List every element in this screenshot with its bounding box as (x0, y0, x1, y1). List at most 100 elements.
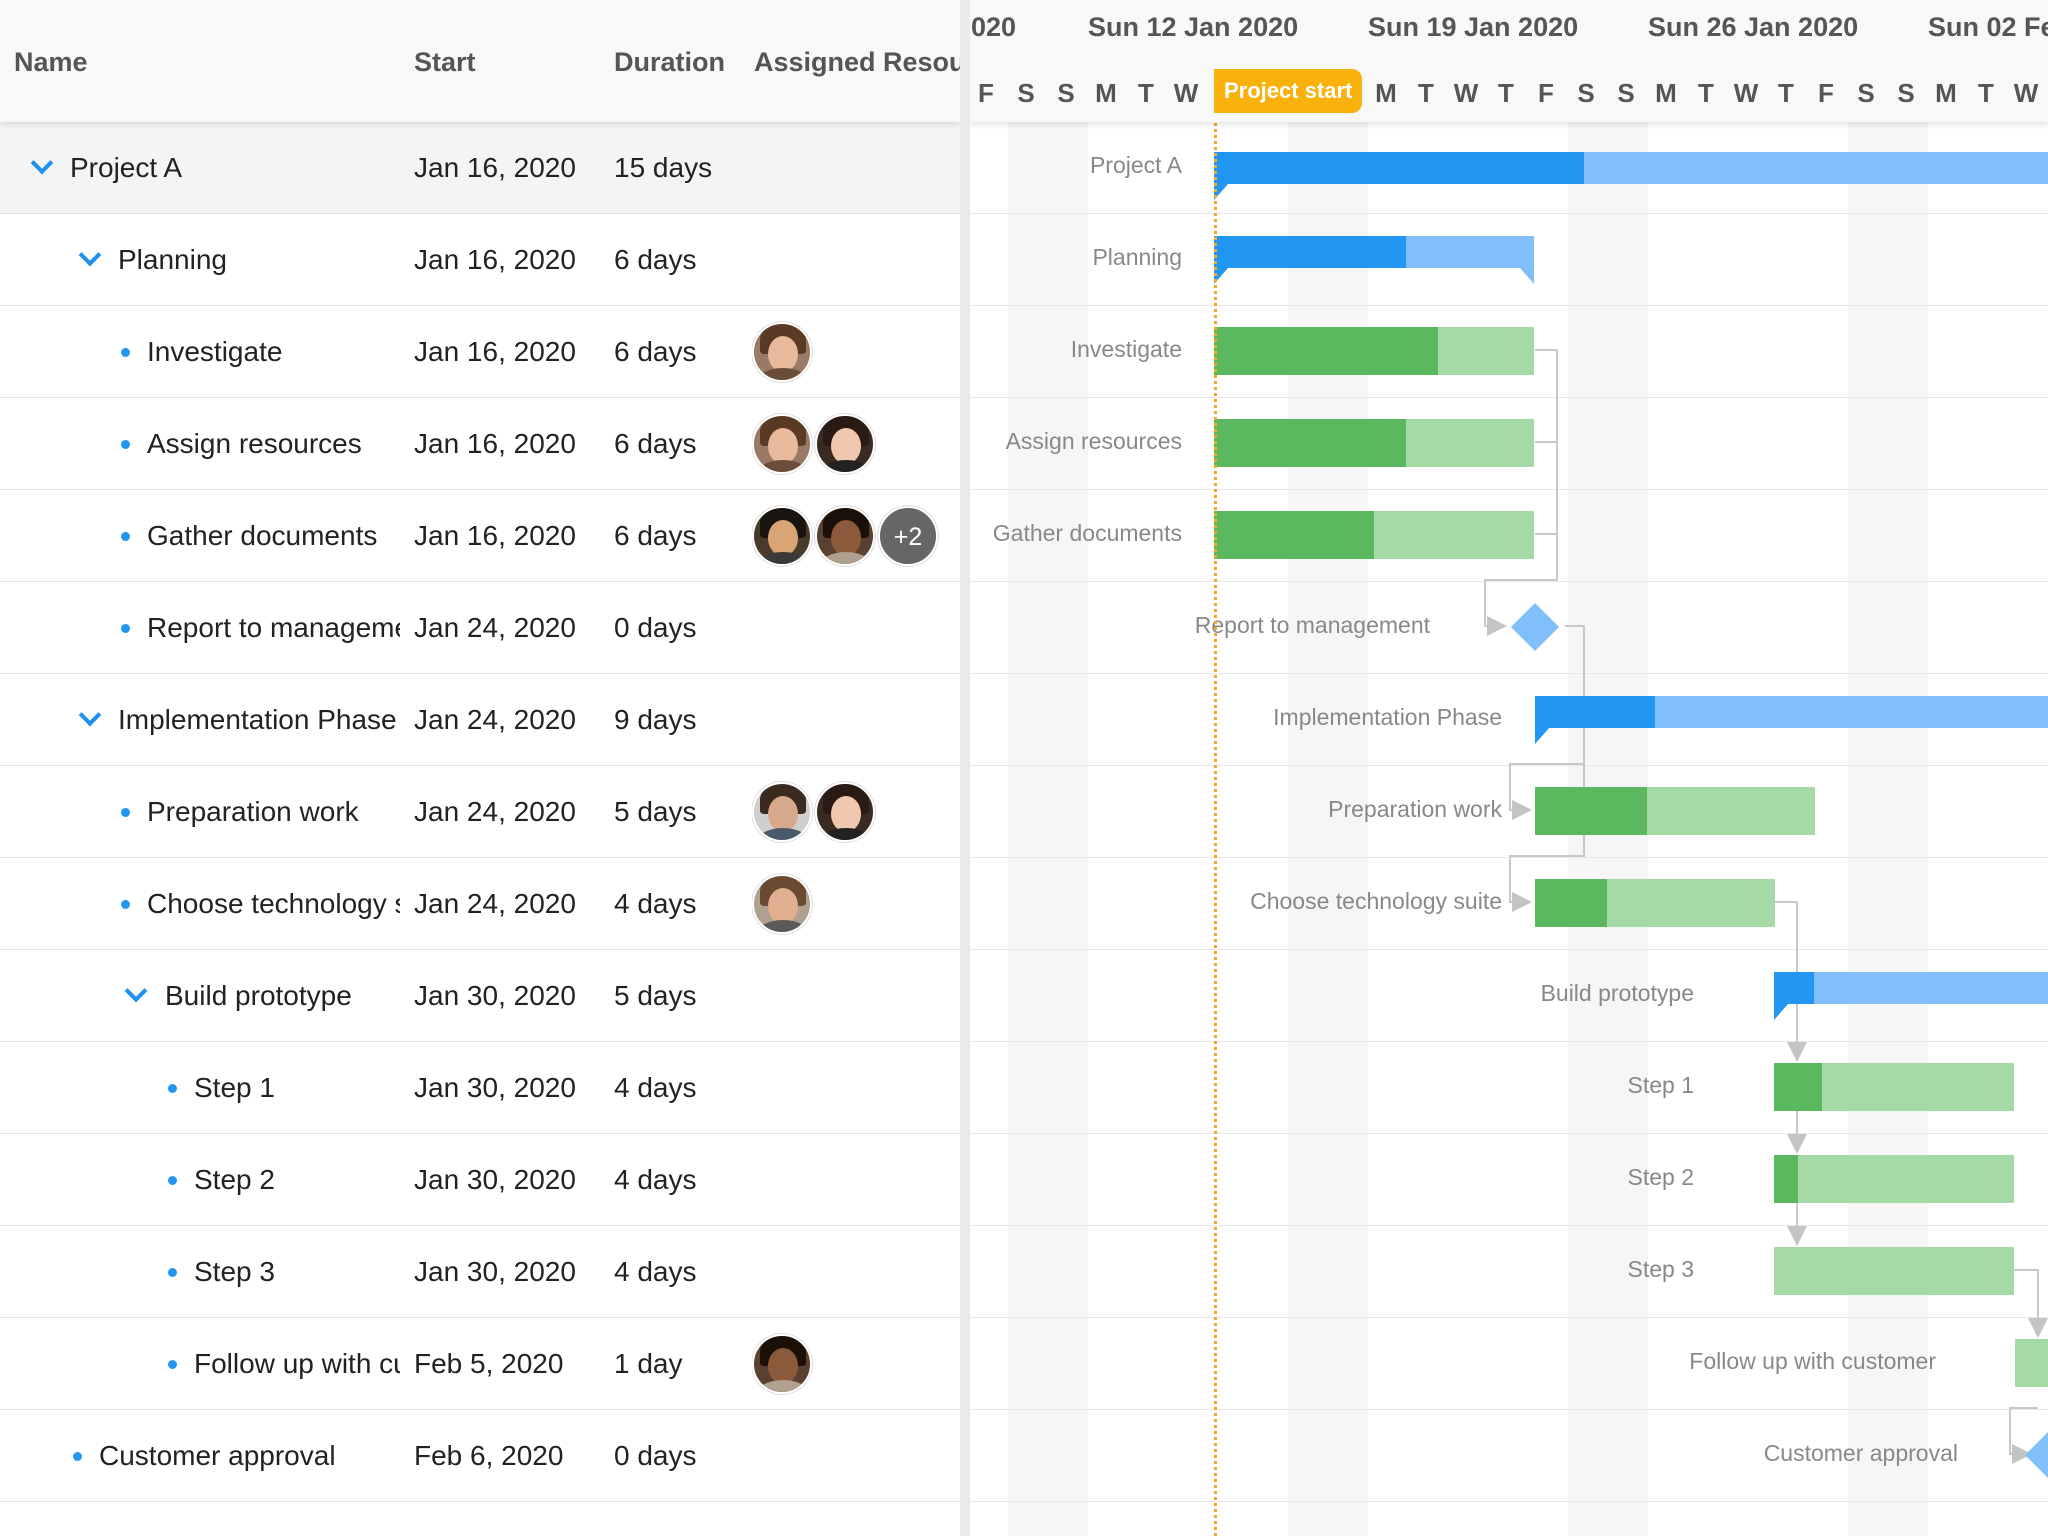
summary-bar-build-prototype[interactable] (1774, 972, 2048, 1020)
bullet-icon (168, 1360, 177, 1369)
milestone-report-to-management[interactable] (1510, 602, 1560, 652)
task-name: Build prototype (165, 980, 352, 1011)
start-cell: Jan 16, 2020 (414, 520, 576, 551)
bullet-icon (168, 1176, 177, 1185)
splitter-handle[interactable] (960, 0, 970, 1536)
task-bar-preparation-work[interactable] (1535, 787, 1815, 835)
task-name: Choose technology suite (147, 888, 400, 919)
task-row-report-to-management[interactable]: Report to management Jan 24, 2020 0 days (0, 582, 960, 674)
duration-cell: 4 days (614, 1164, 697, 1195)
task-row-build-prototype[interactable]: Build prototype Jan 30, 2020 5 days (0, 950, 960, 1042)
task-row-customer-approval[interactable]: Customer approval Feb 6, 2020 0 days (0, 1410, 960, 1502)
day-letter: S (1897, 78, 1915, 108)
task-row-project-a[interactable]: Project A Jan 16, 2020 15 days (0, 122, 960, 214)
resources-cell: +2 (752, 490, 957, 581)
summary-bar-planning[interactable] (1214, 236, 1534, 284)
summary-bar-project-a[interactable] (1214, 152, 2048, 200)
bar-label: Step 3 (1627, 1256, 1695, 1282)
bullet-icon (121, 624, 130, 633)
duration-cell: 4 days (614, 1072, 697, 1103)
start-cell: Jan 24, 2020 (414, 704, 576, 735)
task-name: Planning (118, 244, 227, 275)
task-name: Preparation work (147, 796, 359, 827)
task-row-step-3[interactable]: Step 3 Jan 30, 2020 4 days (0, 1226, 960, 1318)
day-letter: T (1698, 78, 1714, 108)
task-row-step-1[interactable]: Step 1 Jan 30, 2020 4 days (0, 1042, 960, 1134)
weekend-column (1008, 122, 1088, 1536)
duration-cell: 15 days (614, 152, 713, 183)
bullet-icon (121, 440, 130, 449)
name-cell: Implementation Phase (0, 674, 400, 765)
day-letter: M (1655, 78, 1677, 108)
name-cell: Choose technology suite (0, 858, 400, 949)
start-cell: Jan 24, 2020 (414, 796, 576, 827)
chevron-down-icon[interactable] (30, 151, 54, 175)
name-cell: Assign resources (0, 398, 400, 489)
task-row-step-2[interactable]: Step 2 Jan 30, 2020 4 days (0, 1134, 960, 1226)
avatar[interactable] (752, 506, 812, 566)
bar-label: Customer approval (1763, 1440, 1958, 1466)
task-bar-follow-up-with-customer[interactable] (2015, 1339, 2048, 1387)
task-bar-step-1[interactable] (1774, 1063, 2014, 1111)
task-bar-step-2[interactable] (1774, 1155, 2014, 1203)
start-cell: Feb 6, 2020 (414, 1440, 564, 1471)
task-row-implementation-phase[interactable]: Implementation Phase Jan 24, 2020 9 days (0, 674, 960, 766)
task-bar-gather-documents[interactable] (1214, 511, 1534, 559)
duration-cell: 6 days (614, 428, 697, 459)
duration-cell: 4 days (614, 1256, 697, 1287)
summary-bar-implementation-phase[interactable] (1535, 696, 2048, 744)
task-name: Assign resources (147, 428, 362, 459)
bar-label: Preparation work (1328, 796, 1502, 822)
avatar[interactable] (815, 414, 875, 474)
day-letter: T (1498, 78, 1514, 108)
avatar[interactable] (752, 782, 812, 842)
avatar[interactable] (815, 506, 875, 566)
day-letter: T (1418, 78, 1434, 108)
avatar[interactable] (752, 874, 812, 934)
task-row-preparation-work[interactable]: Preparation work Jan 24, 2020 5 days (0, 766, 960, 858)
task-row-choose-technology-suite[interactable]: Choose technology suite Jan 24, 2020 4 d… (0, 858, 960, 950)
day-letter: M (1095, 78, 1117, 108)
start-cell: Jan 30, 2020 (414, 1072, 576, 1103)
name-cell: Preparation work (0, 766, 400, 857)
bullet-icon (121, 900, 130, 909)
avatar[interactable] (752, 322, 812, 382)
column-header-name[interactable]: Name (14, 47, 88, 77)
avatar[interactable] (752, 1334, 812, 1394)
row-line (970, 213, 2048, 214)
avatar[interactable] (752, 414, 812, 474)
column-header-start[interactable]: Start (414, 47, 476, 77)
start-cell: Jan 16, 2020 (414, 336, 576, 367)
resources-cell (752, 766, 957, 857)
project-start-flag[interactable]: Project start (1214, 69, 1363, 113)
task-row-planning[interactable]: Planning Jan 16, 2020 6 days (0, 214, 960, 306)
day-letter: W (1453, 78, 1479, 108)
task-bar-choose-technology-suite[interactable] (1535, 879, 1775, 927)
duration-cell: 4 days (614, 888, 697, 919)
name-cell: Gather documents (0, 490, 400, 581)
task-bar-investigate[interactable] (1214, 327, 1534, 375)
column-header-duration[interactable]: Duration (614, 47, 725, 77)
weekend-column (1848, 122, 1928, 1536)
milestone-customer-approval[interactable] (2024, 1430, 2048, 1480)
start-cell: Jan 30, 2020 (414, 1256, 576, 1287)
more-resources-badge[interactable]: +2 (878, 506, 938, 566)
chevron-down-icon[interactable] (124, 979, 148, 1003)
grid-body: Project A Jan 16, 2020 15 days Planning … (0, 122, 960, 1502)
task-row-assign-resources[interactable]: Assign resources Jan 16, 2020 6 days (0, 398, 960, 490)
chevron-down-icon[interactable] (78, 243, 102, 267)
avatar[interactable] (815, 782, 875, 842)
task-row-follow-up-with-customer[interactable]: Follow up with customer Feb 5, 2020 1 da… (0, 1318, 960, 1410)
task-row-investigate[interactable]: Investigate Jan 16, 2020 6 days (0, 306, 960, 398)
resources-cell (752, 398, 957, 489)
task-bar-step-3[interactable] (1774, 1247, 2014, 1295)
name-cell: Project A (0, 122, 400, 213)
task-row-gather-documents[interactable]: Gather documents Jan 16, 2020 6 days +2 (0, 490, 960, 582)
task-bar-assign-resources[interactable] (1214, 419, 1534, 467)
start-cell: Jan 24, 2020 (414, 888, 576, 919)
start-cell: Jan 16, 2020 (414, 244, 576, 275)
bullet-icon (168, 1084, 177, 1093)
column-header-assigned-resources[interactable]: Assigned Resources (754, 47, 960, 77)
chevron-down-icon[interactable] (78, 703, 102, 727)
